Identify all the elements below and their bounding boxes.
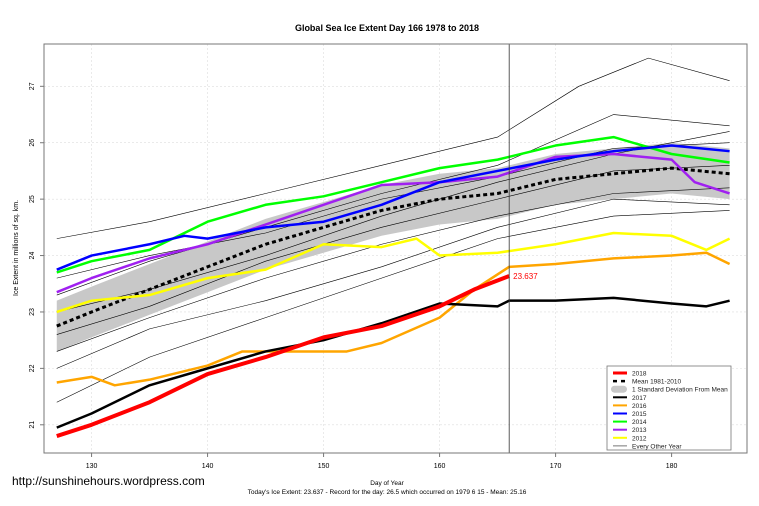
other-year-line — [56, 164, 730, 335]
legend-label: 2017 — [632, 395, 647, 402]
other-year-line — [56, 210, 730, 403]
y-tick-label: 23 — [29, 308, 36, 316]
x-axis-label: Day of Year — [370, 480, 404, 487]
watermark-url: http://sunshinehours.wordpress.com — [12, 474, 205, 488]
y-tick-label: 25 — [29, 195, 36, 203]
legend-label: 1 Standard Deviation From Mean — [632, 387, 728, 394]
y-tick-label: 26 — [29, 139, 36, 147]
series-line-2018 — [56, 274, 510, 438]
legend-label: 2018 — [632, 371, 647, 378]
mean-line — [56, 166, 730, 328]
x-tick-label: 170 — [550, 463, 562, 470]
x-tick-label: 160 — [434, 463, 446, 470]
y-tick-label: 24 — [29, 252, 36, 260]
x-tick-label: 130 — [86, 463, 98, 470]
series-line-2015 — [56, 144, 730, 271]
other-year-line — [56, 57, 730, 239]
y-tick-label: 21 — [29, 421, 36, 429]
sd-band — [56, 142, 730, 352]
other-year-line — [56, 198, 730, 369]
footer-stats: Today's Ice Extent: 23.637 - Record for … — [248, 489, 527, 496]
end-value-label: 23.637 — [513, 272, 538, 281]
legend-label: 2016 — [632, 403, 647, 410]
y-axis-label: Ice Extent in millions of sq. km. — [13, 200, 20, 296]
legend-label: Every Other Year — [632, 443, 682, 450]
sd-band-area — [56, 142, 730, 352]
series-lines — [56, 57, 731, 438]
y-tick-label: 27 — [29, 82, 36, 90]
legend-label: 2013 — [632, 427, 647, 434]
plot-frame — [43, 43, 748, 454]
other-year-line — [56, 114, 730, 296]
series-line-2016 — [56, 251, 731, 387]
series-line-2014 — [56, 135, 730, 274]
series-line-2013 — [56, 152, 730, 294]
other-year-line — [56, 142, 730, 279]
chart-title: Global Sea Ice Extent Day 166 1978 to 20… — [295, 23, 479, 33]
x-tick-label: 150 — [318, 463, 330, 470]
x-tick-label: 180 — [666, 463, 678, 470]
series-line-2017 — [56, 296, 730, 429]
series-line-2012 — [56, 231, 731, 314]
legend-label: Mean 1981-2010 — [632, 379, 682, 386]
legend-label: 2015 — [632, 411, 647, 418]
y-tick-label: 22 — [29, 364, 36, 372]
legend-box — [606, 365, 732, 451]
legend-label: 2012 — [632, 435, 647, 442]
x-tick-label: 140 — [202, 463, 214, 470]
legend-swatch-band — [611, 385, 627, 393]
axis-ticks: 130 140 150 160 170 180 21 22 23 24 25 26 27 — [29, 82, 678, 470]
other-year-line — [56, 187, 730, 352]
legend-label: 2014 — [632, 419, 647, 426]
